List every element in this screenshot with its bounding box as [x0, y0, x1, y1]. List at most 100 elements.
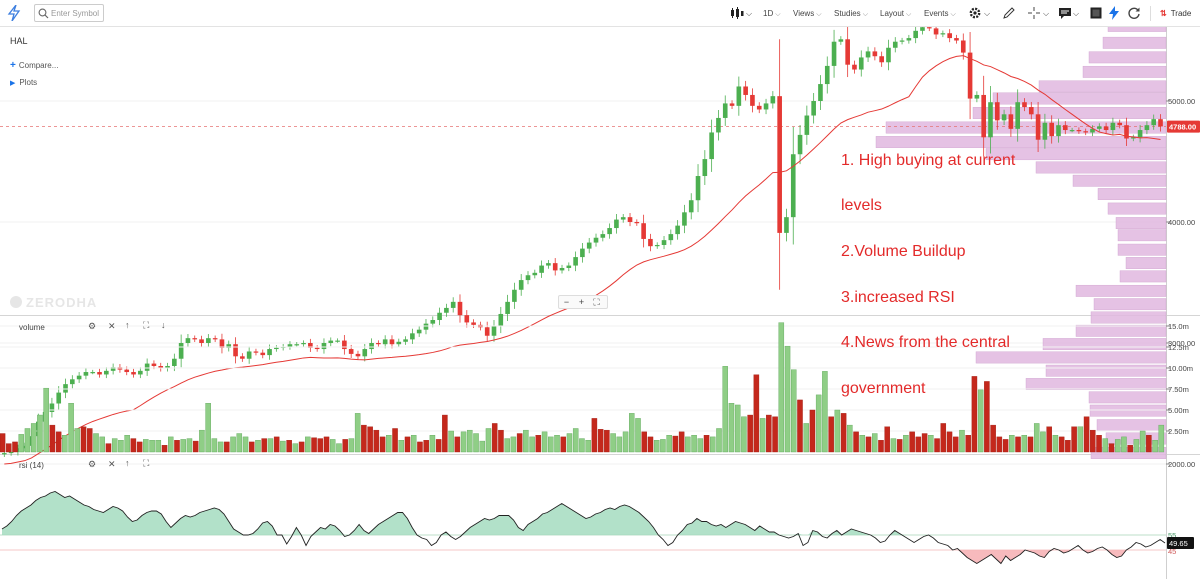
volume-bar	[940, 423, 947, 453]
candle	[838, 39, 844, 42]
volume-bar	[255, 440, 261, 453]
candle	[566, 265, 572, 268]
candles-icon[interactable]	[730, 6, 744, 20]
volume-bar	[853, 431, 859, 453]
layout-menu[interactable]: Layout ⌵	[880, 0, 911, 27]
candle	[688, 200, 694, 213]
snapshot-icon[interactable]	[1089, 6, 1103, 20]
volume-bar	[311, 437, 317, 453]
candle	[240, 356, 245, 359]
volume-bar	[298, 441, 305, 453]
candle	[76, 375, 82, 380]
candle	[1158, 119, 1163, 127]
fit-button[interactable]: ⛶	[593, 297, 600, 307]
volume-bar	[205, 403, 211, 453]
candle	[641, 223, 646, 239]
studies-menu[interactable]: Studies ⌵	[834, 0, 868, 27]
flash-icon[interactable]	[1107, 6, 1121, 20]
volume-bar	[766, 414, 772, 453]
volume-bar	[610, 433, 616, 453]
candle	[233, 344, 238, 357]
volume-tick-label: 2.50m	[1168, 427, 1189, 436]
volume-bar	[1146, 435, 1152, 453]
arrow-up-icon[interactable]: ↑	[125, 458, 130, 468]
zoom-in-button[interactable]: +	[578, 297, 585, 307]
candle	[423, 323, 429, 330]
zoom-out-button[interactable]: −	[563, 297, 570, 307]
volume-bar	[485, 428, 492, 453]
arrow-down-icon[interactable]: ↓	[161, 320, 166, 330]
candle	[396, 341, 402, 345]
candle	[1001, 114, 1007, 121]
close-icon[interactable]: ✕	[108, 459, 116, 469]
draw-icon[interactable]	[1002, 6, 1016, 20]
volume-bar	[759, 418, 766, 453]
comment-icon[interactable]	[1058, 6, 1072, 20]
symbol-search[interactable]	[34, 4, 104, 22]
candle	[464, 315, 470, 323]
close-icon[interactable]: ✕	[108, 321, 116, 331]
volume-profile-bar	[992, 92, 1167, 105]
volume-bar	[323, 436, 330, 453]
gear-icon[interactable]	[968, 6, 982, 20]
volume-bar	[722, 366, 728, 453]
candle	[199, 339, 204, 343]
volume-bar	[959, 429, 965, 453]
volume-bar	[1009, 435, 1015, 453]
candle	[450, 301, 456, 308]
rsi-tick-label: 55	[1168, 531, 1176, 540]
chevron-down-icon: ⌵	[1043, 9, 1050, 18]
logo-icon[interactable]	[7, 5, 21, 21]
candle	[124, 369, 130, 373]
candle	[226, 344, 232, 348]
volume-bar	[1052, 435, 1059, 453]
views-menu[interactable]: Views ⌵	[793, 0, 822, 27]
maximize-icon[interactable]: ⛶	[143, 320, 150, 330]
volume-bar	[934, 438, 940, 453]
price-tick-label: 4000.00	[1168, 218, 1195, 227]
volume-bar	[510, 436, 517, 453]
trade-button[interactable]: ⇅ Trade	[1160, 0, 1191, 27]
chevron-down-icon: ⌵	[1073, 9, 1080, 18]
candle	[580, 248, 585, 258]
candle	[498, 313, 504, 327]
volume-bar	[753, 374, 760, 453]
candle	[546, 263, 551, 266]
rsi-tick-label: 45	[1168, 547, 1176, 556]
volume-bar	[18, 434, 24, 453]
volume-profile-bar	[1088, 51, 1167, 64]
crosshair-icon[interactable]	[1027, 6, 1041, 20]
volume-bar	[479, 440, 486, 453]
candle	[1124, 125, 1129, 139]
candle	[138, 370, 143, 375]
volume-bar	[124, 435, 130, 453]
volume-bar	[155, 440, 162, 453]
volume-bar	[604, 429, 610, 453]
interval-label: 1D	[763, 9, 774, 18]
gear-icon[interactable]: ⚙	[88, 459, 97, 469]
gear-icon[interactable]: ⚙	[88, 321, 97, 331]
volume-bar	[417, 441, 423, 453]
volume-bar	[548, 436, 554, 453]
plus-icon: +	[10, 60, 16, 71]
candle	[369, 343, 374, 350]
candle	[144, 363, 150, 371]
candle	[376, 343, 381, 345]
refresh-icon[interactable]	[1127, 6, 1141, 20]
events-menu[interactable]: Events ⌵	[924, 0, 956, 27]
candle	[824, 65, 830, 85]
chart-canvas[interactable]: 6000.005000.004000.003000.002000.004788.…	[0, 27, 1200, 579]
volume-bar	[523, 429, 529, 453]
volume-profile-bar	[1042, 338, 1167, 351]
arrow-up-icon[interactable]: ↑	[125, 320, 130, 330]
volume-bar	[180, 439, 186, 453]
volume-bar	[30, 423, 37, 453]
plots-toggle[interactable]: ▶ Plots	[10, 78, 37, 87]
volume-bar	[192, 440, 199, 453]
search-input[interactable]	[51, 7, 103, 19]
compare-button[interactable]: + Compare...	[10, 60, 58, 71]
interval-select[interactable]: 1D ⌵	[763, 0, 781, 27]
rsi-value-badge	[1167, 537, 1194, 550]
last-price-badge	[1167, 120, 1200, 133]
maximize-icon[interactable]: ⛶	[143, 458, 150, 468]
